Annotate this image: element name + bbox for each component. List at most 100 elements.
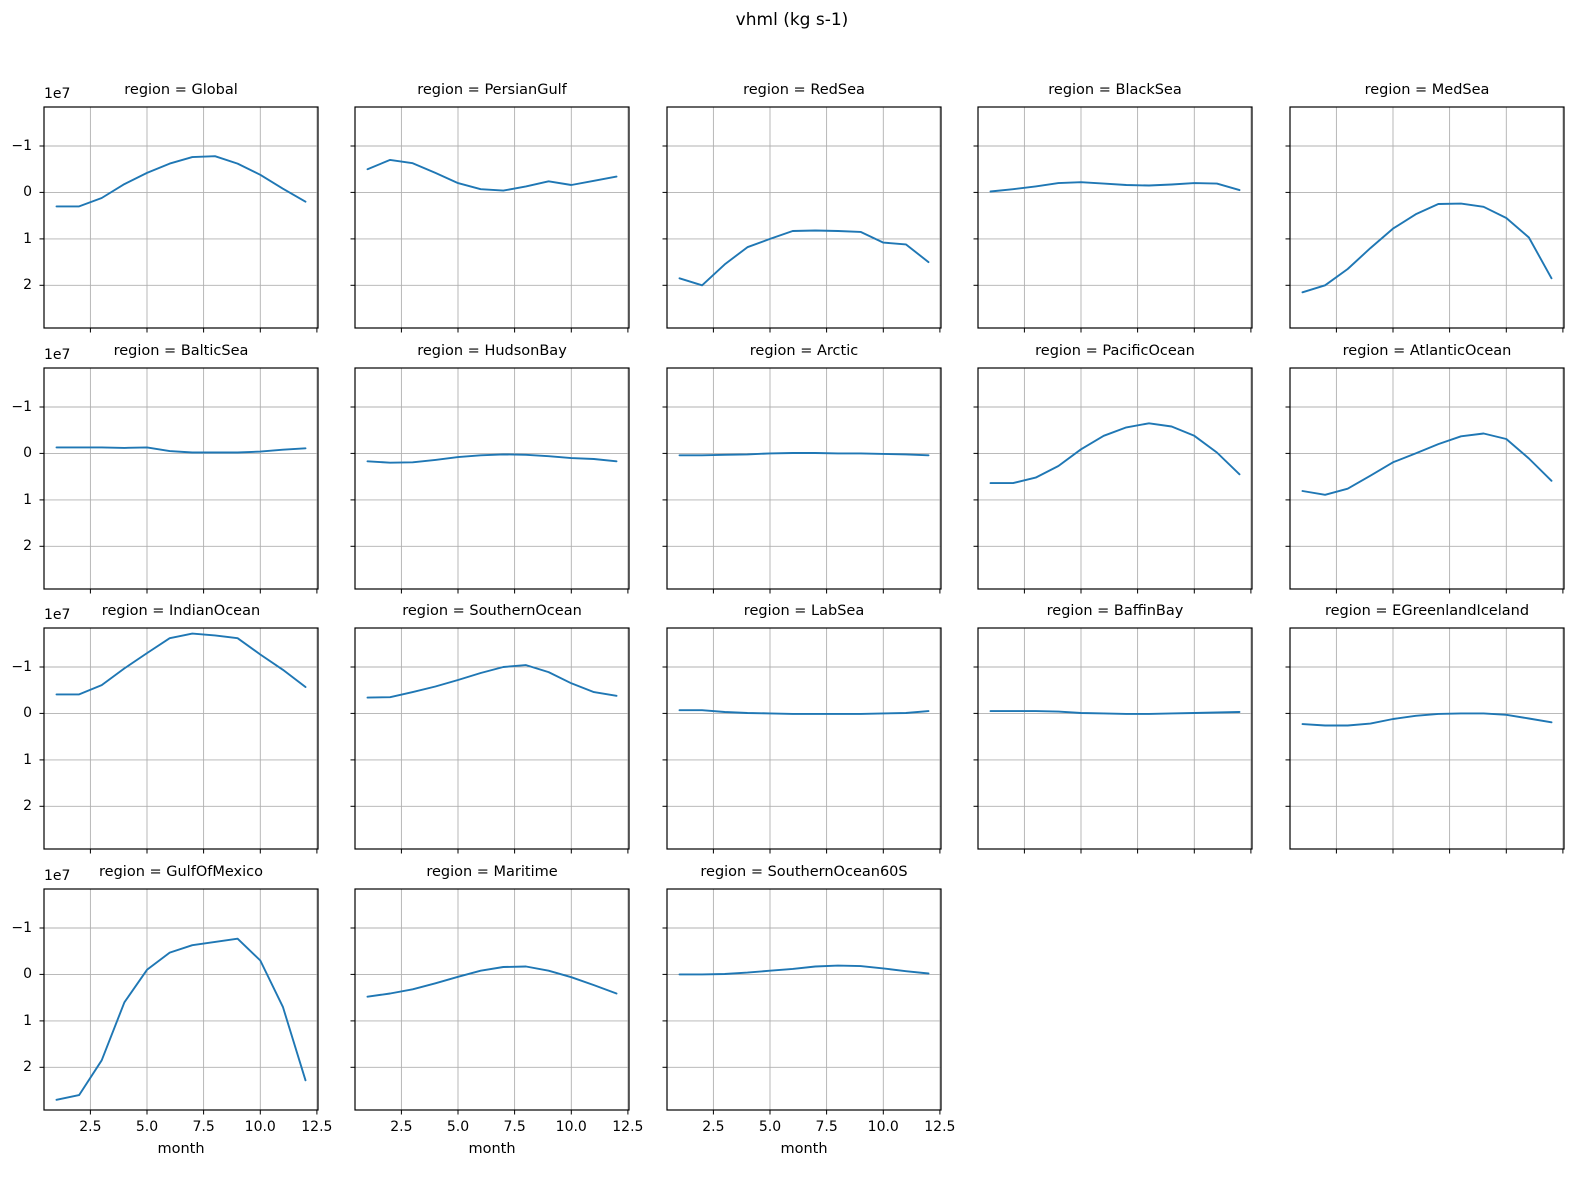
facet-plot-BalticSea: [39, 367, 319, 594]
axes-frame: [1289, 627, 1565, 850]
line-series-SouthernOcean60S: [678, 964, 930, 976]
line-series-GulfOfMexico: [55, 937, 307, 1101]
facet-plot-HudsonBay: [350, 367, 630, 594]
axes-frame: [977, 106, 1253, 329]
line-series-PacificOcean: [989, 422, 1241, 485]
axes-frame: [666, 627, 942, 850]
x-axis-label: month: [468, 1141, 516, 1157]
facet-title-Maritime: region = Maritime: [426, 864, 558, 880]
facet-plot-GulfOfMexico: [39, 888, 319, 1115]
figure-title: vhml (kg s-1): [735, 10, 849, 30]
axes-frame: [43, 888, 319, 1111]
facet-plot-Arctic: [662, 367, 942, 594]
x-tick-label: 5.0: [758, 1119, 782, 1135]
y-tick-label: −1: [11, 659, 32, 675]
facet-plot-IndianOcean: [39, 627, 319, 854]
axes-frame: [354, 106, 630, 329]
x-tick-label: 10.0: [867, 1119, 899, 1135]
facet-title-SouthernOcean60S: region = SouthernOcean60S: [700, 864, 908, 880]
y-tick-label: 2: [23, 538, 32, 555]
axes-frame: [43, 367, 319, 590]
x-tick-label: 7.5: [503, 1119, 526, 1135]
axes-frame: [43, 627, 319, 850]
axes-frame: [977, 627, 1253, 850]
facet-plot-Maritime: [350, 888, 630, 1115]
facet-plot-Global: [39, 106, 319, 333]
line-series-BalticSea: [55, 446, 307, 454]
axes-frame: [666, 888, 942, 1111]
x-tick-label: 2.5: [79, 1119, 102, 1135]
y-axis-offset-label: 1e7: [44, 868, 71, 884]
facet-title-BalticSea: region = BalticSea: [113, 343, 249, 359]
facet-title-LabSea: region = LabSea: [743, 603, 865, 619]
facet-plot-BlackSea: [973, 106, 1253, 333]
facet-plot-PersianGulf: [350, 106, 630, 333]
y-tick-label: 2: [23, 798, 32, 815]
facet-plot-RedSea: [662, 106, 942, 333]
line-series-RedSea: [678, 229, 930, 287]
facet-title-SouthernOcean: region = SouthernOcean: [402, 603, 582, 619]
facet-title-IndianOcean: region = IndianOcean: [101, 603, 261, 619]
y-tick-label: 1: [23, 751, 32, 768]
facet-plot-SouthernOcean: [350, 627, 630, 854]
line-series-Global: [55, 155, 307, 208]
x-tick-label: 5.0: [135, 1119, 159, 1135]
y-tick-label: −1: [11, 920, 32, 936]
y-axis-offset-label: 1e7: [44, 86, 71, 102]
line-series-EGreenlandIceland: [1301, 712, 1553, 727]
x-tick-label: 10.0: [244, 1119, 276, 1135]
facet-title-RedSea: region = RedSea: [743, 82, 865, 98]
line-series-LabSea: [678, 709, 930, 715]
facet-title-AtlanticOcean: region = AtlanticOcean: [1342, 343, 1512, 359]
facet-title-PacificOcean: region = PacificOcean: [1035, 343, 1195, 359]
x-tick-label: 5.0: [446, 1119, 470, 1135]
x-axis-label: month: [157, 1141, 205, 1157]
y-tick-label: 1: [23, 491, 32, 508]
facet-title-PersianGulf: region = PersianGulf: [417, 82, 567, 98]
x-axis-label: month: [780, 1141, 828, 1157]
facet-plot-MedSea: [1285, 106, 1565, 333]
line-series-Arctic: [678, 452, 930, 457]
y-tick-label: 0: [23, 445, 32, 462]
axes-frame: [666, 367, 942, 590]
line-series-AtlanticOcean: [1301, 432, 1553, 496]
y-tick-label: 0: [23, 966, 32, 983]
facet-title-Global: region = Global: [124, 82, 238, 98]
line-series-PersianGulf: [366, 158, 618, 192]
facet-title-EGreenlandIceland: region = EGreenlandIceland: [1324, 603, 1530, 619]
x-tick-label: 7.5: [192, 1119, 215, 1135]
x-tick-label: 10.0: [555, 1119, 587, 1135]
facet-plot-AtlanticOcean: [1285, 367, 1565, 594]
line-series-Maritime: [366, 965, 618, 998]
facet-plot-LabSea: [662, 627, 942, 854]
facet-title-BaffinBay: region = BaffinBay: [1046, 603, 1184, 619]
axes-frame: [354, 888, 630, 1111]
line-series-BaffinBay: [989, 710, 1241, 715]
line-series-BlackSea: [989, 181, 1241, 193]
facet-title-BlackSea: region = BlackSea: [1048, 82, 1182, 98]
y-tick-label: 1: [23, 230, 32, 247]
axes-frame: [43, 106, 319, 329]
y-axis-offset-label: 1e7: [44, 607, 71, 623]
x-tick-label: 12.5: [612, 1119, 644, 1135]
axes-frame: [977, 367, 1253, 590]
axes-frame: [1289, 367, 1565, 590]
y-tick-label: −1: [11, 399, 32, 415]
x-tick-label: 12.5: [924, 1119, 956, 1135]
y-tick-label: 2: [23, 277, 32, 294]
facet-title-MedSea: region = MedSea: [1364, 82, 1490, 98]
axes-frame: [1289, 106, 1565, 329]
axes-frame: [354, 367, 630, 590]
line-series-IndianOcean: [55, 632, 307, 696]
x-tick-label: 2.5: [390, 1119, 413, 1135]
y-axis-offset-label: 1e7: [44, 347, 71, 363]
axes-frame: [666, 106, 942, 329]
axes-frame: [354, 627, 630, 850]
x-tick-label: 12.5: [301, 1119, 333, 1135]
facet-title-Arctic: region = Arctic: [749, 343, 859, 359]
facet-plot-SouthernOcean60S: [662, 888, 942, 1115]
facet-plot-EGreenlandIceland: [1285, 627, 1565, 854]
line-series-HudsonBay: [366, 453, 618, 464]
y-tick-label: −1: [11, 138, 32, 154]
facet-title-HudsonBay: region = HudsonBay: [417, 343, 567, 359]
